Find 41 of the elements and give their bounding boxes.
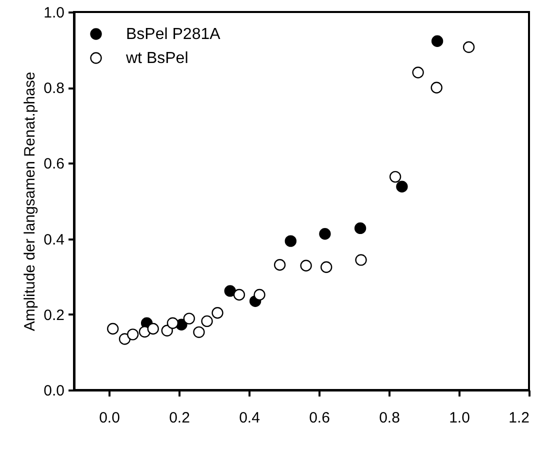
point <box>431 35 444 47</box>
legend-label: BsPel P281A <box>126 26 221 43</box>
point <box>284 235 296 247</box>
point <box>396 180 408 192</box>
point <box>166 317 179 329</box>
point <box>233 288 246 301</box>
y-axis-title: Amplitude der langsamen Renat.phase <box>22 72 39 332</box>
y-tick-label: 0.0 <box>44 382 64 400</box>
point <box>274 259 286 271</box>
point <box>412 66 424 78</box>
point <box>462 41 475 53</box>
point <box>193 326 205 338</box>
point <box>107 322 119 335</box>
point <box>389 170 402 183</box>
x-tick-label: 0.0 <box>99 410 120 426</box>
point <box>201 315 213 328</box>
point <box>212 307 224 319</box>
y-tick-label: 0.8 <box>44 80 64 98</box>
y-tick-label: 0.6 <box>44 156 64 173</box>
point <box>126 328 139 340</box>
point <box>183 312 195 324</box>
x-tick-label: 1.0 <box>449 410 470 426</box>
point <box>355 254 367 266</box>
point <box>320 261 332 273</box>
x-tick-label: 0.6 <box>309 410 330 426</box>
point <box>147 322 159 335</box>
x-tick-label: 1.2 <box>508 410 530 426</box>
point <box>354 222 366 234</box>
x-tick-label: 0.8 <box>379 410 400 426</box>
y-tick-label: 0.2 <box>44 306 64 324</box>
point <box>300 260 312 272</box>
point <box>161 324 173 336</box>
point <box>224 285 236 297</box>
x-tick-label: 0.4 <box>239 410 260 426</box>
x-tick-label: 0.2 <box>169 410 190 426</box>
point <box>430 82 442 94</box>
point <box>319 228 331 240</box>
legend-label: wt BsPel <box>125 50 188 67</box>
y-tick-label: 0.4 <box>44 231 64 248</box>
y-tick-label: 1.0 <box>44 4 64 22</box>
point <box>254 288 266 301</box>
